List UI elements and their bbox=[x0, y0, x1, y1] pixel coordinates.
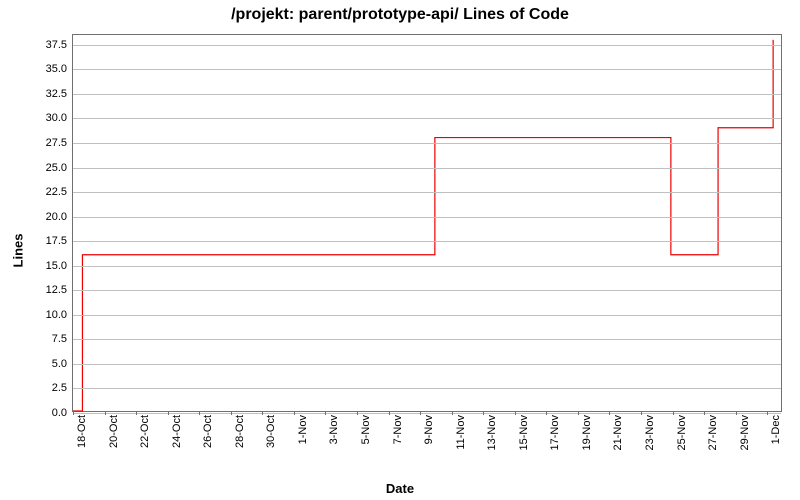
y-tick-label: 27.5 bbox=[46, 137, 67, 149]
x-tick-label: 23-Nov bbox=[644, 415, 656, 450]
x-tick-label: 5-Nov bbox=[360, 415, 372, 444]
y-tick-label: 2.5 bbox=[52, 382, 67, 394]
x-tick-label: 1-Nov bbox=[297, 415, 309, 444]
x-tick-label: 13-Nov bbox=[486, 415, 498, 450]
x-tick-mark bbox=[294, 411, 295, 415]
x-tick-mark bbox=[73, 411, 74, 415]
x-tick-label: 7-Nov bbox=[392, 415, 404, 444]
x-tick-mark bbox=[704, 411, 705, 415]
gridline bbox=[73, 315, 781, 316]
x-tick-label: 22-Oct bbox=[139, 415, 151, 448]
gridline bbox=[73, 364, 781, 365]
x-tick-label: 25-Nov bbox=[676, 415, 688, 450]
x-tick-mark bbox=[105, 411, 106, 415]
x-tick-mark bbox=[736, 411, 737, 415]
x-tick-label: 1-Dec bbox=[770, 415, 782, 444]
x-tick-mark bbox=[609, 411, 610, 415]
x-tick-label: 20-Oct bbox=[108, 415, 120, 448]
gridline bbox=[73, 168, 781, 169]
x-tick-label: 28-Oct bbox=[234, 415, 246, 448]
gridline bbox=[73, 217, 781, 218]
y-tick-label: 30.0 bbox=[46, 112, 67, 124]
loc-chart: /projekt: parent/prototype-api/ Lines of… bbox=[0, 0, 800, 500]
x-tick-mark bbox=[515, 411, 516, 415]
x-tick-label: 17-Nov bbox=[549, 415, 561, 450]
x-tick-label: 11-Nov bbox=[455, 415, 467, 450]
y-tick-label: 22.5 bbox=[46, 186, 67, 198]
x-tick-mark bbox=[673, 411, 674, 415]
x-tick-label: 27-Nov bbox=[707, 415, 719, 450]
x-tick-label: 30-Oct bbox=[265, 415, 277, 448]
x-tick-label: 15-Nov bbox=[518, 415, 530, 450]
x-tick-mark bbox=[357, 411, 358, 415]
y-tick-label: 32.5 bbox=[46, 88, 67, 100]
gridline bbox=[73, 94, 781, 95]
x-tick-mark bbox=[136, 411, 137, 415]
y-tick-label: 37.5 bbox=[46, 39, 67, 51]
y-tick-label: 5.0 bbox=[52, 358, 67, 370]
x-tick-label: 26-Oct bbox=[202, 415, 214, 448]
gridline bbox=[73, 118, 781, 119]
x-tick-mark bbox=[420, 411, 421, 415]
y-tick-label: 10.0 bbox=[46, 309, 67, 321]
gridline bbox=[73, 266, 781, 267]
line-layer bbox=[73, 35, 781, 411]
x-tick-label: 29-Nov bbox=[739, 415, 751, 450]
y-tick-label: 17.5 bbox=[46, 235, 67, 247]
gridline bbox=[73, 192, 781, 193]
gridline bbox=[73, 241, 781, 242]
x-tick-label: 18-Oct bbox=[76, 415, 88, 448]
y-tick-label: 7.5 bbox=[52, 333, 67, 345]
y-axis-label-text: Lines bbox=[11, 233, 26, 267]
y-tick-label: 35.0 bbox=[46, 63, 67, 75]
x-tick-mark bbox=[483, 411, 484, 415]
gridline bbox=[73, 45, 781, 46]
x-tick-mark bbox=[389, 411, 390, 415]
x-tick-mark bbox=[578, 411, 579, 415]
gridline bbox=[73, 69, 781, 70]
x-tick-label: 3-Nov bbox=[328, 415, 340, 444]
gridline bbox=[73, 290, 781, 291]
x-tick-label: 9-Nov bbox=[423, 415, 435, 444]
x-tick-mark bbox=[262, 411, 263, 415]
y-tick-label: 20.0 bbox=[46, 211, 67, 223]
x-tick-label: 19-Nov bbox=[581, 415, 593, 450]
y-axis-label: Lines bbox=[8, 0, 28, 500]
gridline bbox=[73, 413, 781, 414]
x-tick-mark bbox=[325, 411, 326, 415]
x-tick-mark bbox=[546, 411, 547, 415]
gridline bbox=[73, 339, 781, 340]
x-tick-mark bbox=[767, 411, 768, 415]
data-line bbox=[73, 40, 773, 411]
y-tick-label: 0.0 bbox=[52, 407, 67, 419]
x-tick-mark bbox=[168, 411, 169, 415]
x-tick-label: 24-Oct bbox=[171, 415, 183, 448]
y-tick-label: 25.0 bbox=[46, 162, 67, 174]
x-tick-label: 21-Nov bbox=[612, 415, 624, 450]
y-tick-label: 12.5 bbox=[46, 284, 67, 296]
x-tick-mark bbox=[231, 411, 232, 415]
chart-title: /projekt: parent/prototype-api/ Lines of… bbox=[0, 6, 800, 24]
x-tick-mark bbox=[641, 411, 642, 415]
x-tick-mark bbox=[199, 411, 200, 415]
y-tick-label: 15.0 bbox=[46, 260, 67, 272]
plot-area: 0.02.55.07.510.012.515.017.520.022.525.0… bbox=[72, 34, 782, 412]
x-axis-label: Date bbox=[0, 481, 800, 496]
gridline bbox=[73, 143, 781, 144]
gridline bbox=[73, 388, 781, 389]
x-tick-mark bbox=[452, 411, 453, 415]
